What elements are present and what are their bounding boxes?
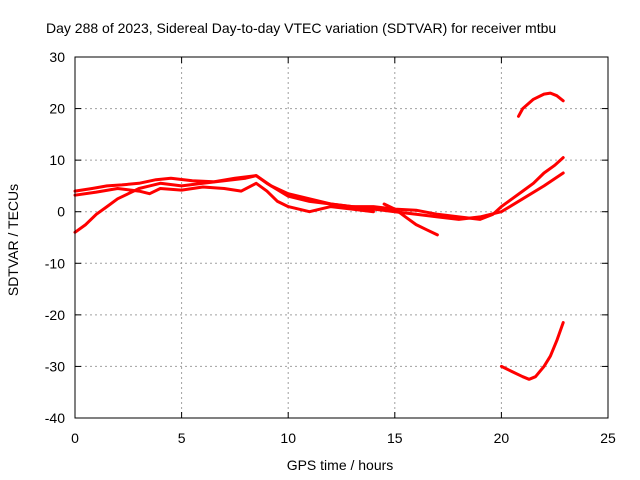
y-tick-label: -20 [45, 307, 65, 323]
x-tick-label: 0 [71, 430, 79, 446]
y-axis-title: SDTVAR / TECUs [5, 184, 21, 296]
plot-frame [74, 56, 609, 419]
y-tick-label: 30 [49, 49, 65, 65]
x-tick-label: 20 [494, 430, 510, 446]
chart-title: Day 288 of 2023, Sidereal Day-to-day VTE… [46, 20, 556, 36]
series-line-track-5 [517, 91, 565, 118]
grid [75, 57, 608, 418]
series-line-track-3 [73, 181, 375, 214]
series-line-track-6 [499, 321, 565, 381]
y-tick-label: 20 [49, 101, 65, 117]
y-tick-labels: -40 -30 -20 -10 0 10 20 30 [45, 49, 65, 426]
x-tick-label: 25 [600, 430, 616, 446]
series-group [73, 91, 565, 381]
y-tick-label: -40 [45, 410, 65, 426]
series-line-track-2 [73, 171, 565, 234]
axis-ticks [74, 56, 609, 419]
x-tick-labels: 0 5 10 15 20 25 [71, 430, 616, 446]
series-line-track-4 [382, 202, 439, 237]
y-tick-label: 0 [57, 204, 65, 220]
y-tick-label: -30 [45, 358, 65, 374]
x-tick-label: 15 [387, 430, 403, 446]
y-tick-label: -10 [45, 255, 65, 271]
x-axis-title: GPS time / hours [287, 457, 394, 473]
x-tick-label: 10 [280, 430, 296, 446]
y-tick-label: 10 [49, 152, 65, 168]
x-tick-label: 5 [178, 430, 186, 446]
